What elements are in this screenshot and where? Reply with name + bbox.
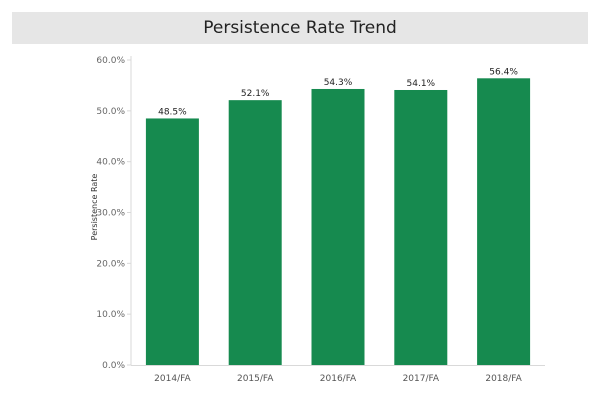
y-tick-label: 20.0% bbox=[96, 259, 125, 269]
bar bbox=[477, 78, 531, 366]
y-tick-label: 60.0% bbox=[96, 56, 125, 66]
data-label: 56.4% bbox=[489, 67, 518, 77]
x-tick-label: 2015/FA bbox=[237, 374, 274, 384]
y-axis: 0.0% 10.0% 20.0% 30.0% 40.0% 50.0% 60.0% bbox=[96, 56, 132, 371]
y-tick-label: 10.0% bbox=[96, 310, 125, 320]
bar bbox=[394, 89, 448, 365]
title-bar: Persistence Rate Trend bbox=[12, 12, 588, 44]
data-label: 54.1% bbox=[407, 79, 436, 89]
y-tick-label: 0.0% bbox=[102, 361, 125, 371]
bar bbox=[145, 118, 199, 365]
x-axis: 2014/FA 2015/FA 2016/FA 2017/FA 2018/FA bbox=[131, 365, 545, 384]
y-axis-label: Persistence Rate bbox=[90, 174, 99, 241]
data-label: 54.3% bbox=[324, 78, 353, 88]
x-tick-label: 2016/FA bbox=[320, 374, 357, 384]
bar bbox=[311, 88, 365, 365]
x-tick-label: 2018/FA bbox=[485, 374, 522, 384]
data-label: 48.5% bbox=[158, 107, 187, 117]
y-tick-label: 50.0% bbox=[96, 107, 125, 117]
data-label: 52.1% bbox=[241, 89, 270, 99]
y-tick-label: 40.0% bbox=[96, 158, 125, 168]
chart-title: Persistence Rate Trend bbox=[203, 18, 397, 38]
x-tick-label: 2017/FA bbox=[403, 374, 440, 384]
bars: 48.5% 52.1% 54.3% 54.1% 56.4% bbox=[145, 67, 531, 366]
bar bbox=[228, 100, 282, 366]
y-tick-label: 30.0% bbox=[96, 209, 125, 219]
x-tick-label: 2014/FA bbox=[154, 374, 191, 384]
